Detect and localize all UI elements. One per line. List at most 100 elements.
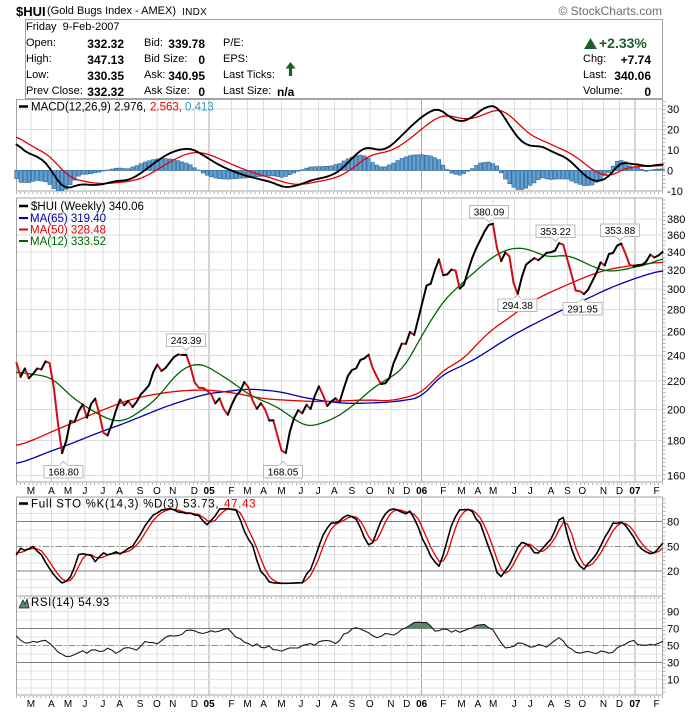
svg-text:S: S xyxy=(564,486,571,497)
svg-text:O: O xyxy=(366,699,374,710)
svg-text:D: D xyxy=(616,699,623,710)
svg-text:380.09: 380.09 xyxy=(474,208,505,219)
svg-text:353.88: 353.88 xyxy=(605,226,636,237)
svg-text:06: 06 xyxy=(416,486,428,497)
svg-text:F: F xyxy=(654,699,660,710)
svg-text:A: A xyxy=(474,699,481,710)
svg-text:O: O xyxy=(366,486,374,497)
svg-text:168.05: 168.05 xyxy=(268,468,299,479)
svg-text:J: J xyxy=(100,699,105,710)
svg-text:F: F xyxy=(440,699,446,710)
svg-text:50: 50 xyxy=(667,541,679,553)
svg-text:A: A xyxy=(116,486,123,497)
svg-text:D: D xyxy=(403,486,410,497)
svg-text:S: S xyxy=(348,699,355,710)
svg-text:J: J xyxy=(298,699,303,710)
svg-text:M: M xyxy=(457,486,465,497)
svg-text:N: N xyxy=(387,486,394,497)
svg-text:N: N xyxy=(387,699,394,710)
svg-text:MA(65) 319.40: MA(65) 319.40 xyxy=(30,213,106,225)
svg-text:243.39: 243.39 xyxy=(171,336,202,347)
svg-text:N: N xyxy=(600,486,607,497)
svg-text:70: 70 xyxy=(667,624,679,636)
svg-text:300: 300 xyxy=(667,284,685,296)
svg-text:2.563,: 2.563, xyxy=(150,102,182,114)
svg-text:F: F xyxy=(654,486,660,497)
svg-text:A: A xyxy=(116,699,123,710)
svg-text:M: M xyxy=(243,486,251,497)
svg-text:200: 200 xyxy=(667,404,685,416)
svg-text:20: 20 xyxy=(667,124,679,136)
svg-text:J: J xyxy=(298,486,303,497)
svg-text:M: M xyxy=(457,699,465,710)
svg-text:0.413: 0.413 xyxy=(185,102,214,114)
svg-text:M: M xyxy=(277,699,285,710)
svg-text:O: O xyxy=(153,486,161,497)
svg-text:F: F xyxy=(440,486,446,497)
svg-text:J: J xyxy=(100,486,105,497)
svg-text:05: 05 xyxy=(204,486,216,497)
svg-text:MA(12) 333.52: MA(12) 333.52 xyxy=(30,236,106,248)
svg-text:S: S xyxy=(348,486,355,497)
svg-text:A: A xyxy=(548,486,555,497)
svg-text:O: O xyxy=(578,699,586,710)
svg-text:A: A xyxy=(548,699,555,710)
svg-text:05: 05 xyxy=(204,699,216,710)
svg-text:0: 0 xyxy=(667,165,673,177)
svg-text:A: A xyxy=(260,486,267,497)
svg-text:294.38: 294.38 xyxy=(502,301,533,312)
svg-text:D: D xyxy=(616,486,623,497)
svg-text:47.43: 47.43 xyxy=(224,499,256,511)
svg-text:F: F xyxy=(228,699,234,710)
svg-text:291.95: 291.95 xyxy=(567,305,598,316)
svg-text:340: 340 xyxy=(667,247,685,259)
svg-text:J: J xyxy=(512,486,517,497)
svg-text:07: 07 xyxy=(629,699,641,710)
svg-text:30: 30 xyxy=(667,657,679,669)
svg-text:J: J xyxy=(316,486,321,497)
svg-text:N: N xyxy=(169,699,176,710)
svg-text:380: 380 xyxy=(667,214,685,226)
svg-text:-10: -10 xyxy=(667,186,683,198)
svg-text:353.22: 353.22 xyxy=(540,227,571,238)
svg-text:J: J xyxy=(528,699,533,710)
svg-text:10: 10 xyxy=(667,674,679,686)
svg-text:180: 180 xyxy=(667,436,685,448)
svg-text:M: M xyxy=(27,699,35,710)
svg-text:Full STO %K(14,3) %D(3) 53.73,: Full STO %K(14,3) %D(3) 53.73, xyxy=(31,499,219,511)
svg-text:M: M xyxy=(277,486,285,497)
svg-text:A: A xyxy=(48,486,55,497)
svg-text:A: A xyxy=(331,699,338,710)
svg-text:MACD(12,26,9) 2.976,: MACD(12,26,9) 2.976, xyxy=(31,102,146,114)
svg-text:J: J xyxy=(82,486,87,497)
svg-text:10: 10 xyxy=(667,145,679,157)
svg-text:M: M xyxy=(27,486,35,497)
svg-text:N: N xyxy=(600,699,607,710)
svg-text:240: 240 xyxy=(667,350,685,362)
svg-text:160: 160 xyxy=(667,471,685,483)
svg-text:RSI(14) 54.93: RSI(14) 54.93 xyxy=(31,597,110,609)
svg-text:90: 90 xyxy=(667,607,679,619)
svg-text:MA(50) 328.48: MA(50) 328.48 xyxy=(30,225,106,237)
svg-text:J: J xyxy=(528,486,533,497)
svg-text:168.80: 168.80 xyxy=(48,468,79,479)
svg-text:30: 30 xyxy=(667,104,679,116)
svg-text:80: 80 xyxy=(667,517,679,529)
svg-text:20: 20 xyxy=(667,566,679,578)
svg-text:D: D xyxy=(191,486,198,497)
svg-text:M: M xyxy=(243,699,251,710)
svg-text:D: D xyxy=(403,699,410,710)
svg-text:260: 260 xyxy=(667,327,685,339)
svg-text:A: A xyxy=(260,699,267,710)
svg-text:S: S xyxy=(137,486,144,497)
svg-text:A: A xyxy=(474,486,481,497)
svg-text:M: M xyxy=(64,486,72,497)
svg-text:320: 320 xyxy=(667,265,685,277)
svg-text:50: 50 xyxy=(667,641,679,653)
svg-text:O: O xyxy=(578,486,586,497)
svg-text:280: 280 xyxy=(667,305,685,317)
svg-text:O: O xyxy=(153,699,161,710)
svg-text:M: M xyxy=(64,699,72,710)
svg-text:A: A xyxy=(48,699,55,710)
svg-text:06: 06 xyxy=(416,699,428,710)
